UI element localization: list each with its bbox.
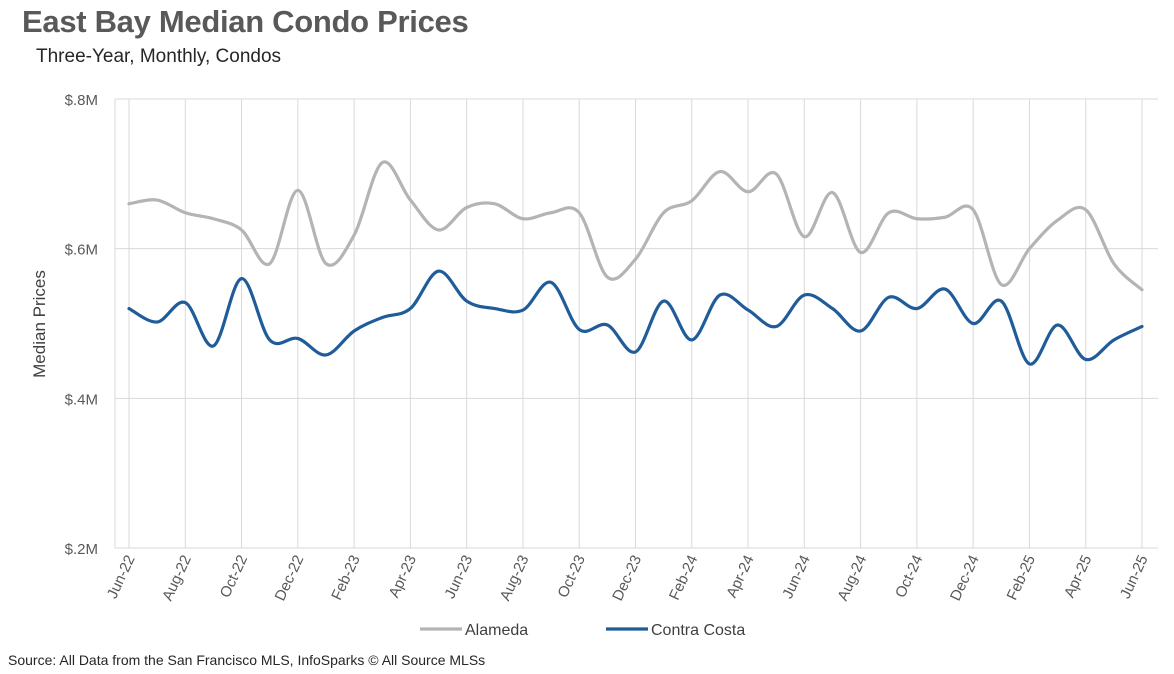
x-tick-label: Dec-24 xyxy=(947,553,983,604)
x-tick-label: Feb-24 xyxy=(666,553,701,603)
chart-title: East Bay Median Condo Prices xyxy=(22,4,469,39)
chart-subtitle: Three-Year, Monthly, Condos xyxy=(36,46,282,67)
x-tick-label: Apr-24 xyxy=(723,553,757,601)
x-tick-label: Feb-25 xyxy=(1004,553,1039,603)
x-tick-label: Jun-24 xyxy=(779,553,814,602)
y-axis-tick-labels: $.2M $.4M $.6M $.8M xyxy=(65,92,98,558)
legend-label: Contra Costa xyxy=(651,622,745,639)
x-tick-label: Dec-22 xyxy=(272,553,308,604)
series-line-contra-costa xyxy=(127,269,1144,366)
y-tick-label: $.2M xyxy=(65,541,98,558)
x-tick-label: Jun-22 xyxy=(104,553,139,602)
x-tick-label: Jun-23 xyxy=(441,553,476,602)
y-tick-label: $.4M xyxy=(65,391,98,408)
x-tick-label: Apr-25 xyxy=(1061,553,1095,601)
y-tick-label: $.6M xyxy=(65,242,98,259)
y-axis-label: Median Prices xyxy=(30,270,49,378)
x-axis-tick-labels: Jun-22 Aug-22 Oct-22 Dec-22 Feb-23 Apr-23 Jun-… xyxy=(104,553,1152,604)
x-tick-label: Oct-24 xyxy=(892,553,926,601)
x-tick-label: Jun-25 xyxy=(1117,553,1152,602)
x-tick-label: Aug-22 xyxy=(159,553,195,604)
x-tick-label: Feb-23 xyxy=(328,553,363,603)
source-note: Source: All Data from the San Francisco … xyxy=(8,652,486,668)
x-tick-label: Oct-23 xyxy=(554,553,588,601)
x-tick-label: Dec-23 xyxy=(609,553,645,604)
x-tick-label: Aug-23 xyxy=(497,553,533,604)
x-tick-label: Oct-22 xyxy=(217,553,251,601)
x-tick-label: Apr-23 xyxy=(386,553,420,601)
y-tick-label: $.8M xyxy=(65,92,98,109)
grid-lines xyxy=(114,98,1158,549)
series-line-alameda xyxy=(127,160,1144,292)
series-lines xyxy=(127,160,1144,366)
x-tick-label: Aug-24 xyxy=(834,553,870,604)
legend: Alameda Contra Costa xyxy=(420,622,745,639)
legend-label: Alameda xyxy=(465,622,528,639)
